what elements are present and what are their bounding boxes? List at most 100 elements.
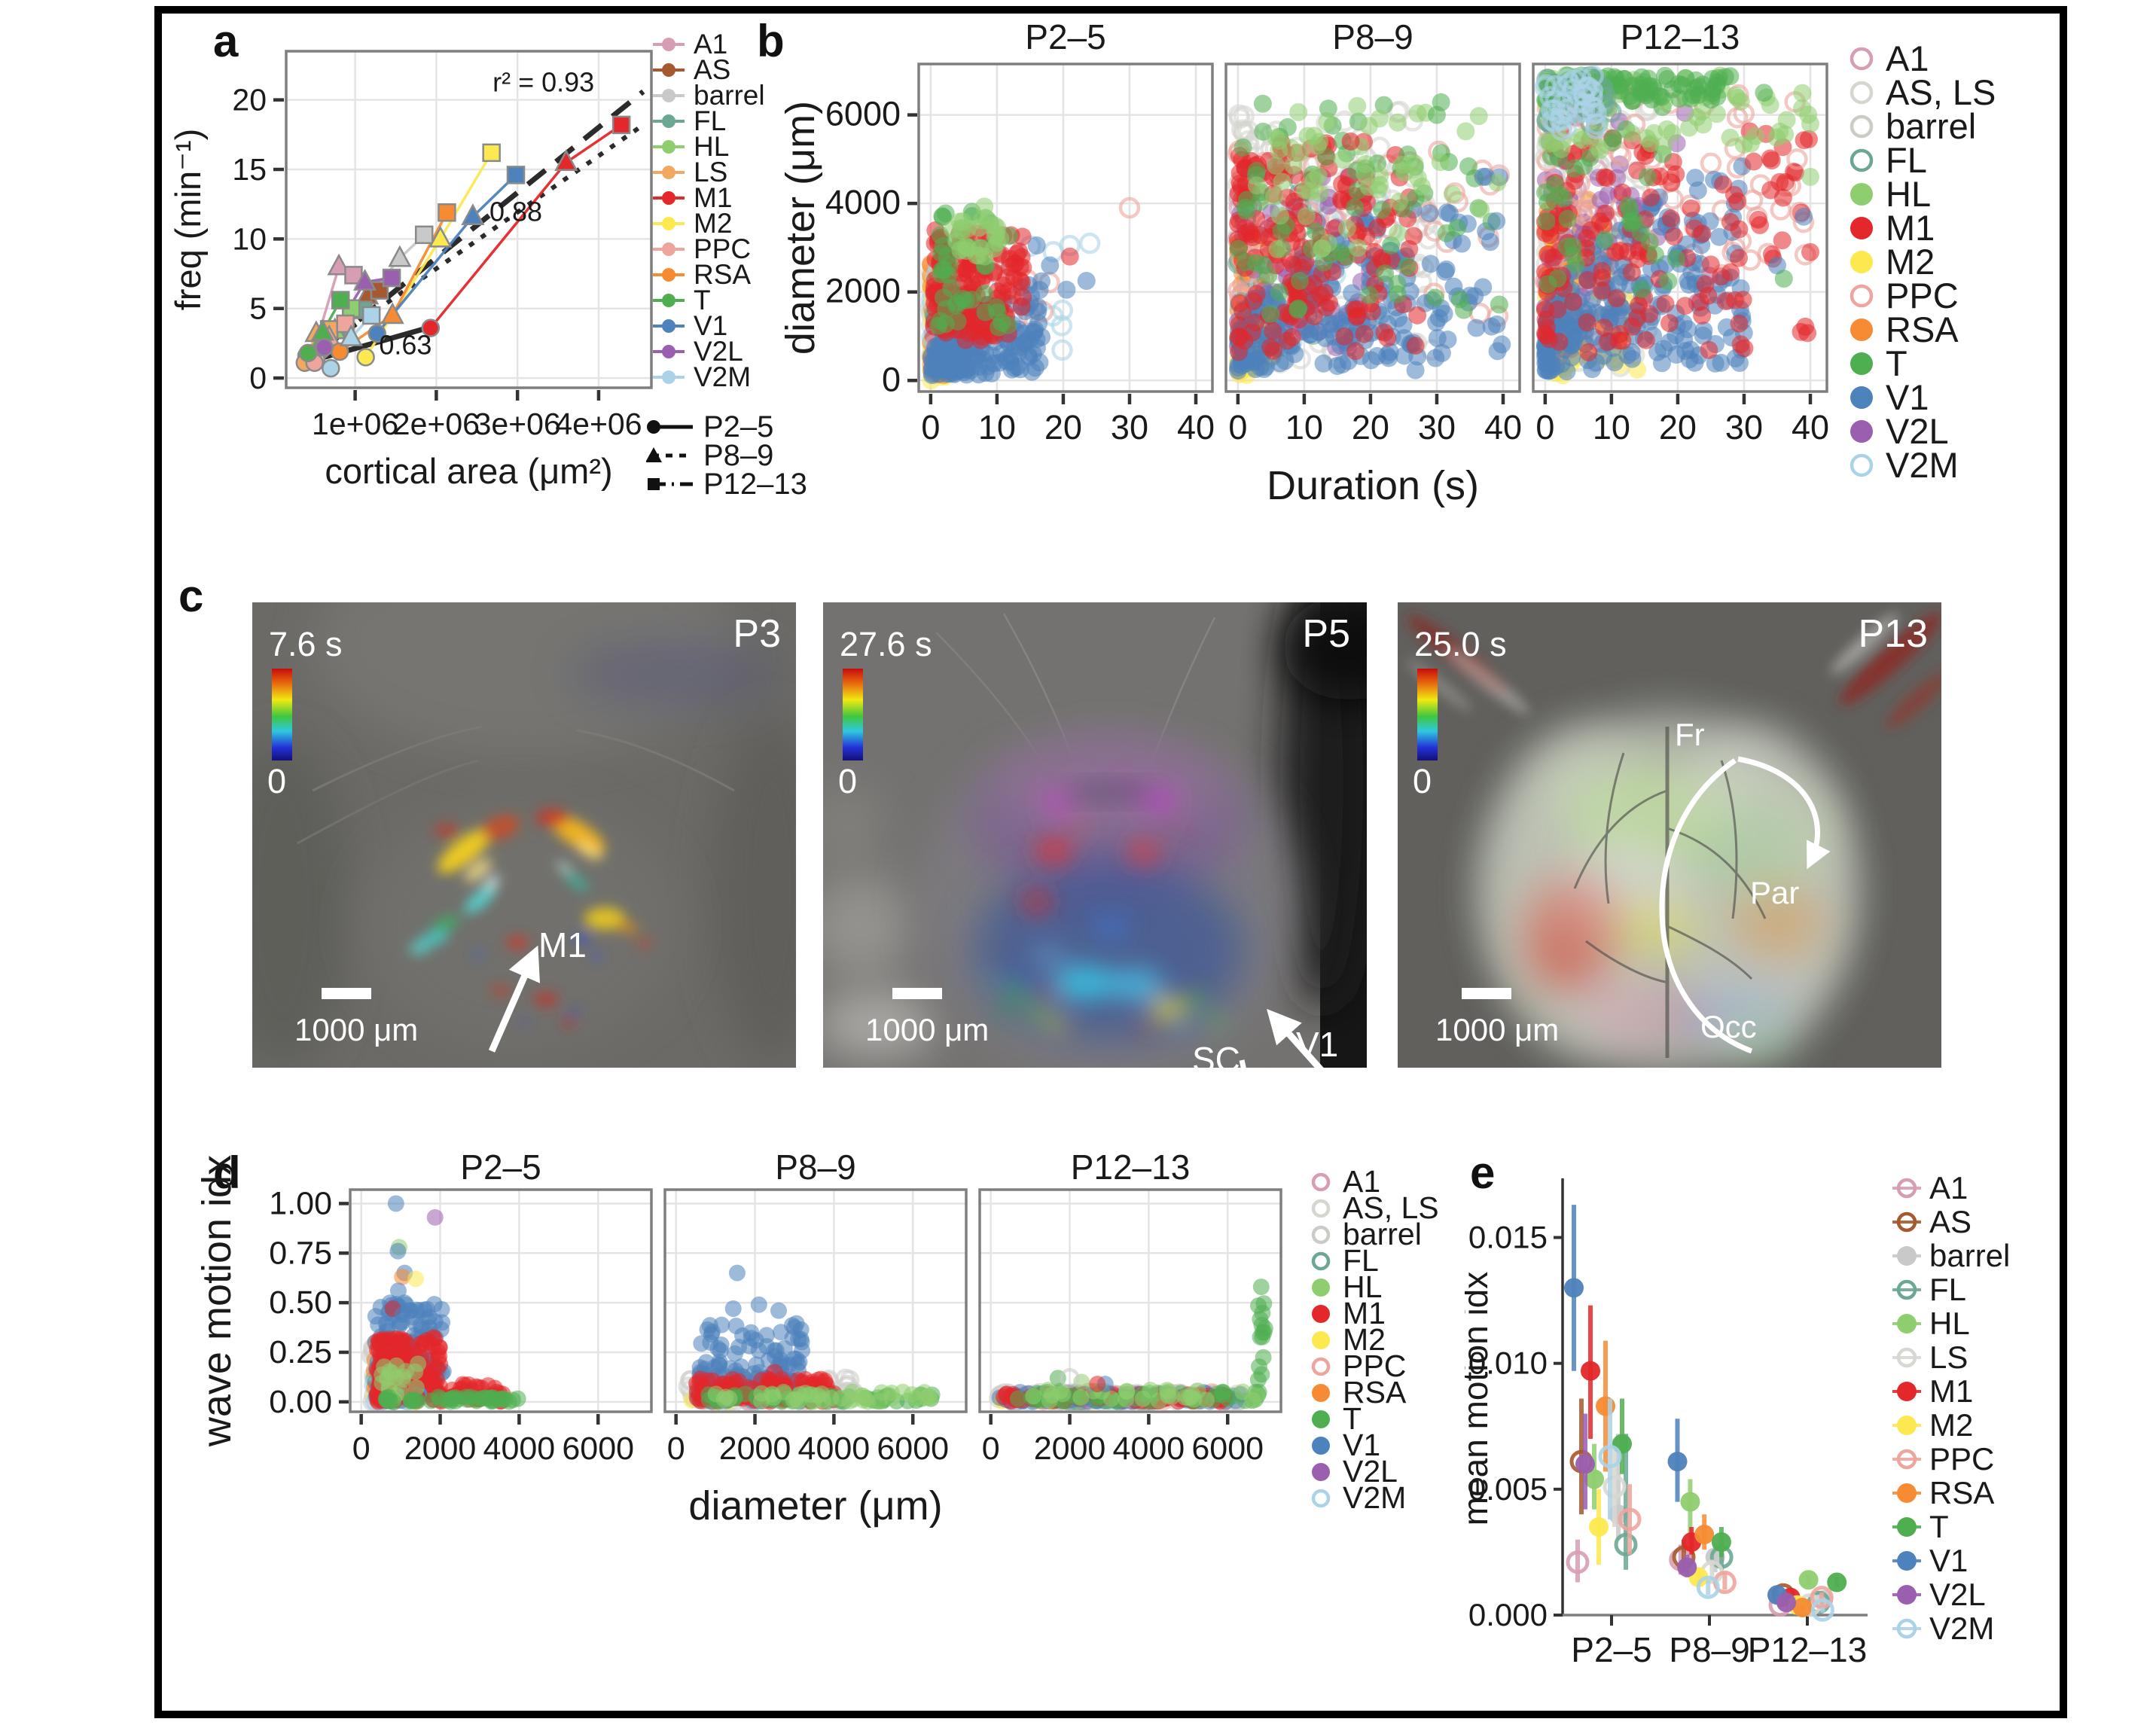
legend-label: barrel [1929, 1237, 2011, 1273]
age-label: P5 [1302, 612, 1350, 656]
legend-b-item-T: T [1845, 343, 1996, 383]
legend-label: HL [1343, 1269, 1383, 1304]
legend-b-item-PPC: PPC [1845, 276, 1996, 315]
svg-text:2000: 2000 [404, 1431, 477, 1467]
time-max-label: 25.0 s [1414, 625, 1507, 663]
legend-e-item-T: T [1892, 1509, 2010, 1544]
chart-b-facet-2: 0 10 20 30 40 P12–13 [1532, 17, 1829, 446]
brain-image-P13: 25.0 s 0 P13 Fr Par Occ 1000 μm [1398, 602, 1941, 1068]
legend-label: AS, LS [1343, 1190, 1439, 1225]
legend-label: RSA [694, 259, 752, 290]
legend-swatch-icon [653, 166, 685, 179]
svg-text:P2–5: P2–5 [1571, 1630, 1651, 1669]
svg-text:0: 0 [249, 361, 267, 395]
legend-swatch-icon [1312, 1436, 1330, 1455]
legend-label: FL [1886, 140, 1927, 180]
v1-region-label: V1 [1296, 1025, 1339, 1064]
svg-text:Duration (s): Duration (s) [1267, 463, 1479, 508]
legend-b-item-M2: M2 [1845, 242, 1996, 282]
age-label: P13 [1858, 612, 1928, 656]
legend-label: barrel [1886, 106, 1977, 146]
svg-text:0.50: 0.50 [269, 1285, 332, 1321]
legend-d-item-A1: A1 [1307, 1164, 1439, 1199]
legend-label: HL [694, 131, 730, 162]
legend-label: barrel [694, 80, 765, 111]
legend-e-item-V1: V1 [1892, 1542, 2010, 1578]
svg-text:40: 40 [1484, 408, 1522, 446]
svg-text:0.25: 0.25 [269, 1334, 332, 1370]
legend-label: M1 [1886, 208, 1935, 248]
time-zero-label: 0 [1413, 762, 1432, 800]
legend-swatch-icon [1311, 1357, 1331, 1376]
legend-label: V1 [1886, 377, 1929, 417]
activity-blobs-P5 [987, 778, 1225, 1030]
time-colorbar [843, 669, 863, 760]
legend-swatch-icon [1850, 284, 1874, 307]
svg-text:1.00: 1.00 [269, 1185, 332, 1221]
legend-e-item-M1: M1 [1892, 1373, 2010, 1409]
legend-swatch-icon [653, 89, 685, 102]
legend-swatch-icon [1312, 1278, 1330, 1297]
legend-swatch-icon [1311, 1172, 1331, 1191]
legend-label: A1 [1886, 38, 1929, 78]
legend-b-item-FL: FL [1845, 140, 1996, 180]
svg-text:20: 20 [1352, 408, 1389, 446]
svg-text:0.010: 0.010 [1468, 1346, 1548, 1381]
legend-e-item-barrel: barrel [1892, 1237, 2011, 1273]
time-max-label: 27.6 s [840, 625, 932, 663]
legend-d-item-M1: M1 [1307, 1296, 1439, 1330]
legend-a-item-M1: M1 [651, 182, 765, 213]
legend-swatch-icon [1892, 1381, 1921, 1401]
legend-swatch-icon [1850, 453, 1874, 477]
legend-label: V2M [694, 361, 752, 392]
svg-text:diameter (μm): diameter (μm) [779, 101, 823, 355]
legend-age-item-P12–13: P12–13 [646, 468, 807, 501]
legend-swatch-icon [1892, 1211, 1921, 1232]
svg-text:1e+06: 1e+06 [312, 407, 398, 441]
svg-text:6000: 6000 [877, 1431, 949, 1467]
activity-blobs-P3 [408, 809, 653, 1028]
scalebar [322, 988, 371, 999]
legend-b-item-V2M: V2M [1845, 445, 1996, 485]
svg-text:2000: 2000 [719, 1431, 791, 1467]
legend-label: M2 [1343, 1322, 1386, 1357]
scalebar [892, 988, 942, 999]
legend-swatch-icon [1850, 352, 1873, 375]
chart-b-facet-2-points [1535, 66, 1819, 385]
legend-swatch-icon [1892, 1449, 1921, 1469]
occipital-label: Occ [1700, 1009, 1757, 1044]
svg-text:2000: 2000 [825, 272, 901, 310]
sc-region-label: SC [1192, 1040, 1240, 1068]
legend-e-item-A1: A1 [1892, 1170, 2010, 1205]
legend-swatch-icon [653, 319, 685, 333]
svg-text:0.005: 0.005 [1468, 1471, 1548, 1507]
legend-e-item-HL: HL [1892, 1306, 2010, 1341]
legend-swatch-icon [653, 294, 685, 307]
legend-d-item-T: T [1307, 1401, 1439, 1436]
vasculature [1573, 727, 1767, 1058]
legend-a-item-RSA: RSA [651, 259, 765, 290]
legend-label: M1 [694, 182, 733, 213]
brain-art-P13 [1398, 602, 1941, 1068]
svg-text:15: 15 [232, 152, 267, 187]
legend-e-item-LS: LS [1892, 1339, 2010, 1375]
legend-swatch-icon [1312, 1330, 1330, 1349]
legend-swatch-icon [1311, 1225, 1331, 1244]
legend-label: AS, LS [1886, 72, 1996, 112]
scalebar-label: 1000 μm [865, 1012, 990, 1047]
legend-e-item-M2: M2 [1892, 1407, 2010, 1443]
legend-label: T [1343, 1401, 1362, 1436]
age-legend-a: P2–5 P8–9 P12–13 [646, 410, 807, 501]
svg-text:6000: 6000 [825, 95, 901, 133]
legend-d-item-M2: M2 [1307, 1322, 1439, 1357]
svg-text:20: 20 [1659, 408, 1697, 446]
svg-text:P8–9: P8–9 [1332, 17, 1413, 56]
legend-label: AS [694, 54, 731, 85]
legend-swatch-icon [1850, 216, 1873, 239]
legend-label: V1 [1929, 1542, 1968, 1578]
legend-d-item-V2M: V2M [1307, 1480, 1439, 1515]
legend-a-item-PPC: PPC [651, 233, 765, 264]
